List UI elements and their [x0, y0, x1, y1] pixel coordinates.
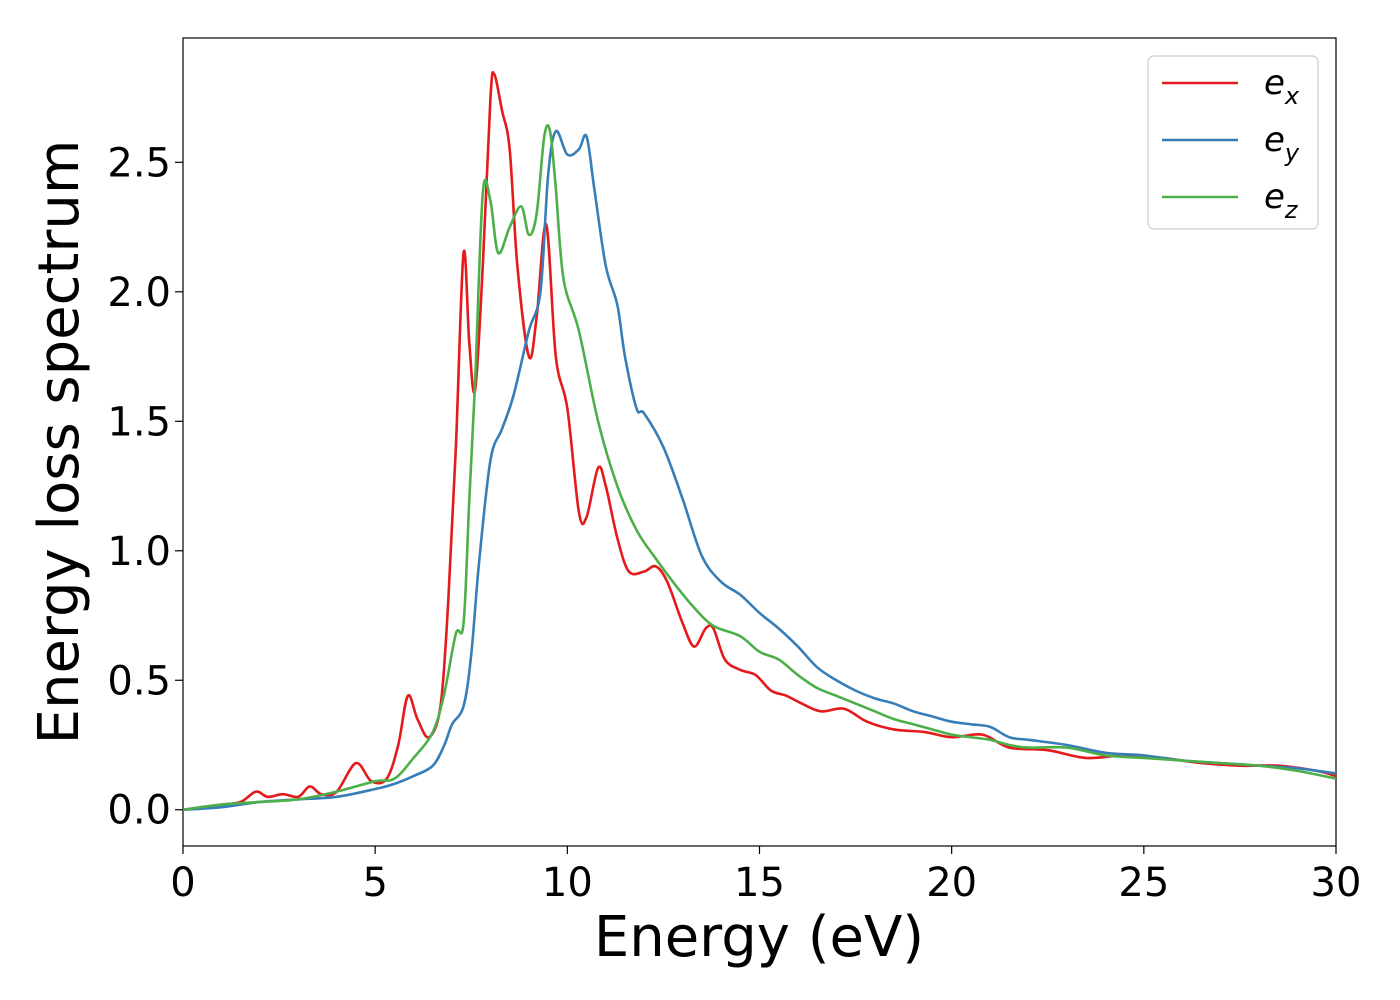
series-line-ez — [182, 124, 1337, 812]
x-tick-label: 15 — [734, 860, 785, 906]
y-tick-label: 1.5 — [107, 399, 171, 445]
y-tick-label: 0.5 — [107, 658, 171, 704]
series-line-ey — [182, 129, 1337, 812]
y-tick-label: 2.5 — [107, 140, 171, 186]
x-axis-ticks: 0 5 10 15 20 25 30 — [170, 846, 1361, 906]
x-tick-label: 30 — [1311, 860, 1362, 906]
plot-frame — [182, 37, 1337, 847]
x-tick-label: 0 — [170, 860, 195, 906]
y-tick-label: 1.0 — [107, 529, 171, 575]
legend-subscript: z — [1284, 196, 1299, 224]
series-layer — [182, 70, 1337, 812]
legend-box — [1147, 55, 1319, 230]
x-tick-label: 20 — [926, 860, 977, 906]
x-axis-label: Energy (eV) — [594, 905, 924, 970]
x-tick-label: 10 — [542, 860, 593, 906]
x-tick-label: 25 — [1118, 860, 1169, 906]
series-line-ex — [182, 70, 1337, 812]
legend-subscript: y — [1284, 139, 1300, 167]
y-tick-label: 2.0 — [107, 270, 171, 316]
y-axis-ticks: 0.0 0.5 1.0 1.5 2.0 2.5 — [107, 140, 183, 834]
y-axis-label: Energy loss spectrum — [27, 140, 92, 745]
x-tick-label: 5 — [362, 860, 387, 906]
legend-subscript: x — [1284, 82, 1300, 110]
y-tick-label: 0.0 — [107, 788, 171, 834]
